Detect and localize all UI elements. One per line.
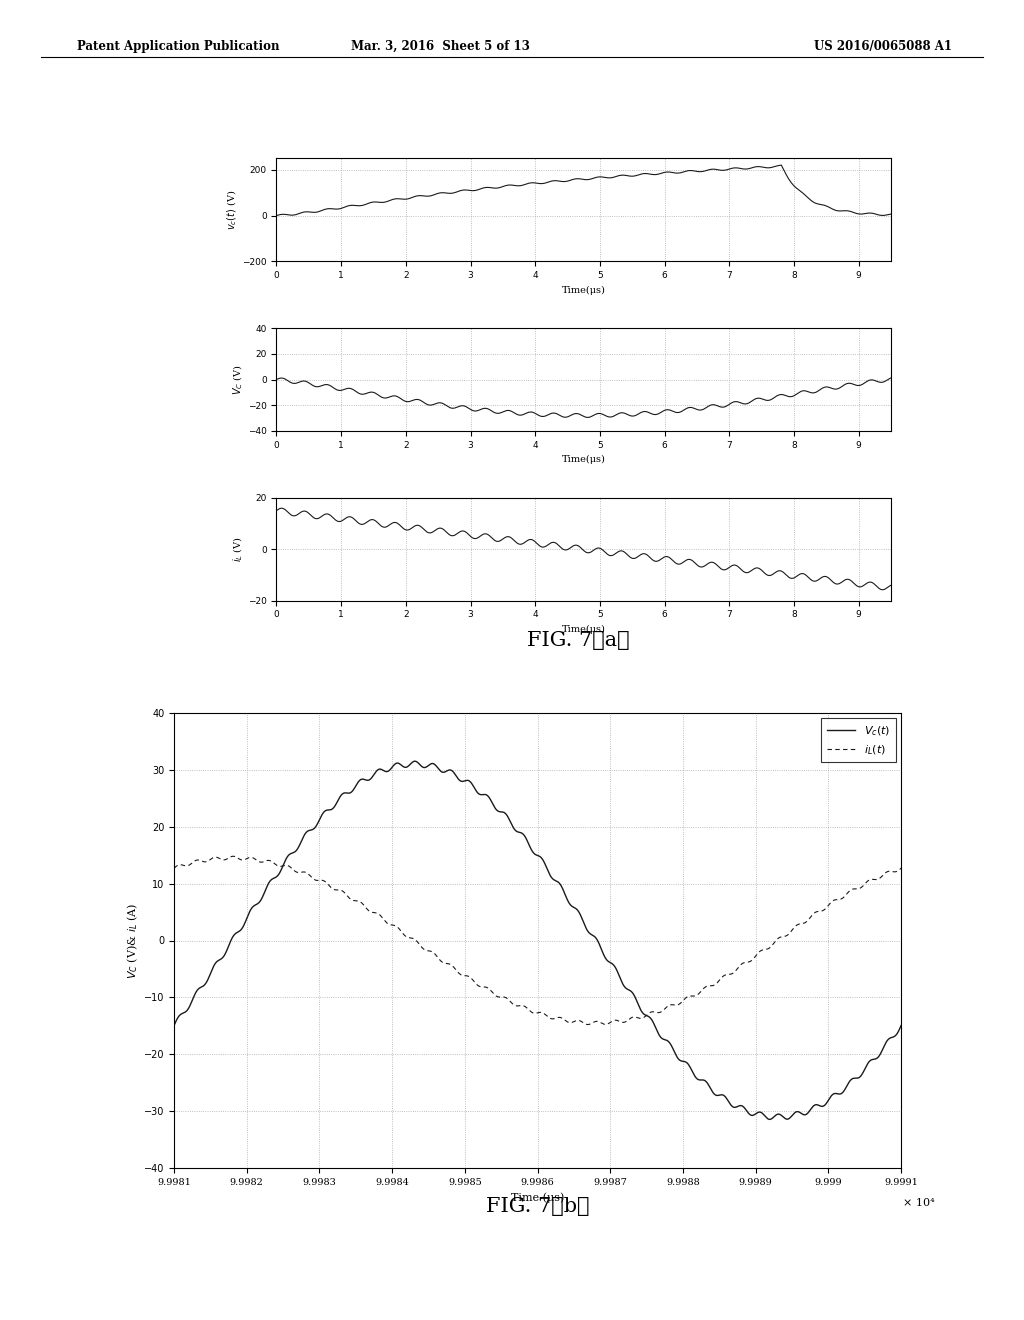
Y-axis label: $i_L$ (V): $i_L$ (V) (231, 536, 245, 562)
$V_c(t)$ (874, 1045, 887, 1061)
Text: US 2016/0065088 A1: US 2016/0065088 A1 (814, 40, 952, 53)
Y-axis label: $v_c(t)$ (V): $v_c(t)$ (V) (225, 190, 240, 230)
$V_c(t)$ (874, 1045, 887, 1061)
$i_L(t)$ (227, 849, 240, 865)
$V_c(t)$ (740, 1104, 753, 1119)
$i_L(t)$ (522, 1001, 535, 1016)
$V_c(t)$ (168, 1018, 180, 1034)
$i_L(t)$ (503, 991, 515, 1007)
$i_L(t)$ (895, 861, 907, 876)
Text: × 10⁴: × 10⁴ (902, 1197, 934, 1208)
X-axis label: Time(μs): Time(μs) (562, 285, 605, 294)
$V_c(t)$ (764, 1111, 776, 1127)
$V_c(t)$ (205, 964, 217, 979)
Text: Patent Application Publication: Patent Application Publication (77, 40, 280, 53)
X-axis label: Time (μs): Time (μs) (511, 1192, 564, 1203)
Text: FIG. 7（a）: FIG. 7（a） (527, 631, 630, 649)
$i_L(t)$ (582, 1016, 594, 1032)
Line: $V_c(t)$: $V_c(t)$ (174, 762, 901, 1119)
Text: Mar. 3, 2016  Sheet 5 of 13: Mar. 3, 2016 Sheet 5 of 13 (351, 40, 529, 53)
$V_c(t)$ (409, 754, 421, 770)
$V_c(t)$ (522, 834, 535, 850)
Y-axis label: $V_C$ (V): $V_C$ (V) (231, 364, 245, 395)
X-axis label: Time(μs): Time(μs) (562, 455, 605, 465)
$V_c(t)$ (503, 810, 515, 826)
$i_L(t)$ (205, 851, 217, 867)
$i_L(t)$ (874, 870, 887, 886)
Legend: $V_c(t)$, $i_L(t)$: $V_c(t)$, $i_L(t)$ (821, 718, 896, 762)
$i_L(t)$ (874, 870, 887, 886)
X-axis label: Time(μs): Time(μs) (562, 624, 605, 634)
Text: FIG. 7（b）: FIG. 7（b） (485, 1197, 590, 1216)
Y-axis label: $V_C$ (V)& $i_L$ (A): $V_C$ (V)& $i_L$ (A) (125, 903, 139, 978)
Line: $i_L(t)$: $i_L(t)$ (174, 857, 901, 1024)
$i_L(t)$ (168, 861, 180, 876)
$i_L(t)$ (741, 954, 754, 970)
$V_c(t)$ (895, 1018, 907, 1034)
